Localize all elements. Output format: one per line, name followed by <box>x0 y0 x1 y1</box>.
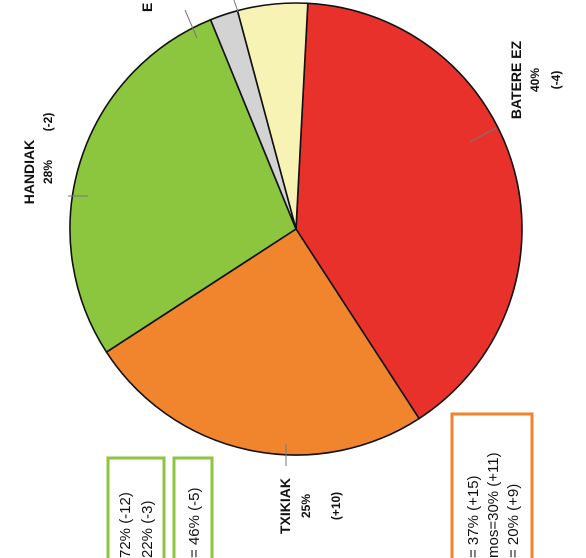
cut-off-label: E <box>139 3 155 12</box>
slice-change-handiak: (-2) <box>41 113 55 132</box>
slice-handiak <box>69 18 297 354</box>
summary-box-3-line-2: mos=30% (+11) <box>485 452 502 558</box>
slice-percent-handiak: 28% <box>41 160 55 184</box>
pie-slices <box>69 2 523 456</box>
summary-box-3-line-1: = 37% (+15) <box>465 475 482 558</box>
slice-txikiak <box>105 227 421 456</box>
leader-lines <box>68 0 497 466</box>
summary-box-1: 72% (-12) 22% (-3) <box>106 456 166 558</box>
slice-percent-batere-ez: 40% <box>528 68 542 92</box>
summary-box-2-line-1: = 46% (-5) <box>186 488 203 558</box>
slice-name-txikiak: TXIKIAK <box>277 478 293 534</box>
summary-box-2: = 46% (-5) <box>172 456 214 558</box>
slice-percent-txikiak: 25% <box>299 494 313 518</box>
summary-box-3-line-3: = 20% (+9) <box>505 484 522 558</box>
slice-label-batere-ez: BATERE EZ 40% (-4) <box>508 40 563 119</box>
summary-box-1-border <box>106 456 166 558</box>
summary-box-1-line-2: 22% (-3) <box>139 500 156 558</box>
summary-box-3: = 37% (+15) mos=30% (+11) = 20% (+9) <box>450 412 534 558</box>
slice-change-txikiak: (+10) <box>329 492 343 520</box>
slice-name-batere-ez: BATERE EZ <box>508 40 524 119</box>
summary-box-3-border <box>450 412 534 558</box>
slice-label-handiak: HANDIAK 28% (-2) <box>21 113 55 205</box>
summary-box-1-line-1: 72% (-12) <box>117 492 134 558</box>
summary-box-2-border <box>172 456 214 558</box>
slice-label-txikiak: TXIKIAK 25% (+10) <box>277 478 343 534</box>
slice-name-handiak: HANDIAK <box>21 140 37 205</box>
slice-change-batere-ez: (-4) <box>549 71 563 90</box>
